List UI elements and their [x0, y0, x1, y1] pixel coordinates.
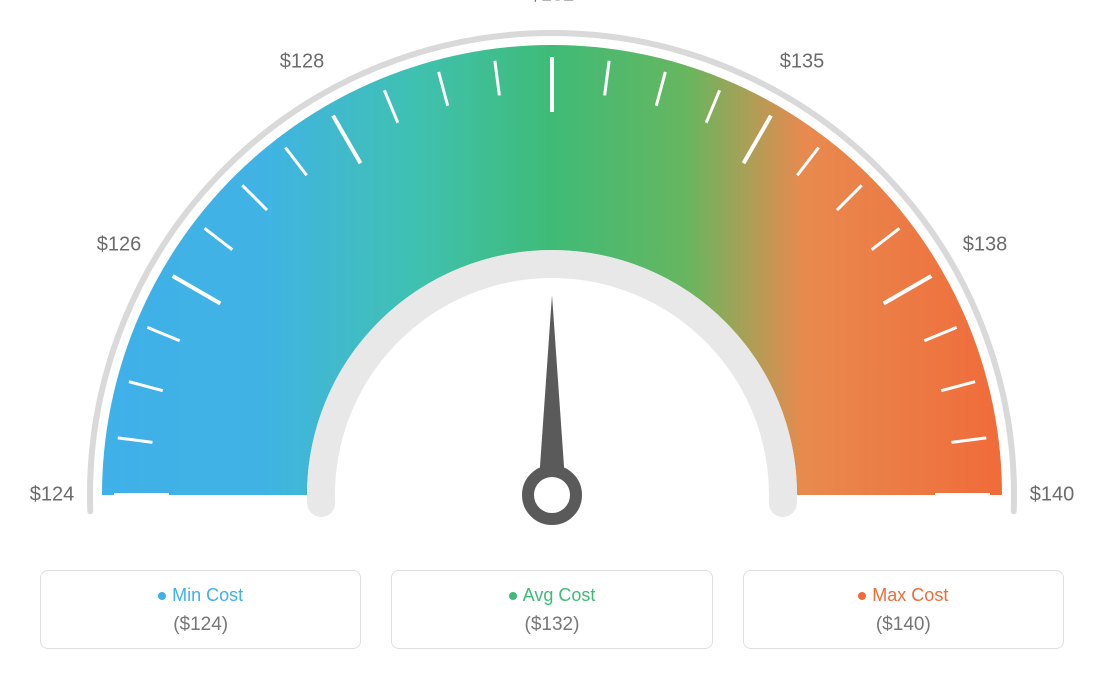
gauge-svg: [0, 0, 1104, 560]
chart-container: $124 $126 $128 $132 $135 $138 $140 Min Cost ($…: [0, 0, 1104, 690]
max-cost-card: Max Cost ($140): [743, 570, 1064, 649]
min-cost-label: Min Cost: [172, 585, 243, 605]
avg-cost-label: Avg Cost: [523, 585, 596, 605]
gauge-tick-label: $140: [1030, 484, 1075, 507]
max-cost-label: Max Cost: [872, 585, 948, 605]
dot-icon: [158, 592, 166, 600]
gauge-tick-label: $132: [530, 0, 575, 7]
gauge-area: $124 $126 $128 $132 $135 $138 $140: [0, 0, 1104, 560]
min-cost-card: Min Cost ($124): [40, 570, 361, 649]
dot-icon: [509, 592, 517, 600]
avg-cost-value: ($132): [392, 614, 711, 636]
gauge-tick-label: $126: [97, 234, 142, 257]
gauge-tick-label: $124: [30, 484, 75, 507]
dot-icon: [858, 592, 866, 600]
min-cost-title: Min Cost: [41, 585, 360, 606]
max-cost-value: ($140): [744, 614, 1063, 636]
min-cost-value: ($124): [41, 614, 360, 636]
gauge-tick-label: $128: [280, 50, 325, 73]
gauge-tick-label: $138: [963, 234, 1008, 257]
max-cost-title: Max Cost: [744, 585, 1063, 606]
gauge-tick-label: $135: [780, 50, 825, 73]
avg-cost-card: Avg Cost ($132): [391, 570, 712, 649]
avg-cost-title: Avg Cost: [392, 585, 711, 606]
cost-cards: Min Cost ($124) Avg Cost ($132) Max Cost…: [0, 570, 1104, 649]
